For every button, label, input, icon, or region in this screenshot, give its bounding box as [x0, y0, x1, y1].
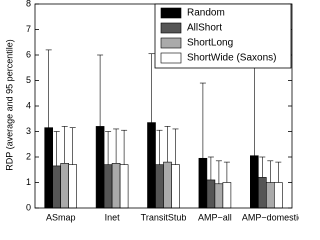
bar	[222, 182, 232, 209]
y-tick-label: 7	[26, 24, 31, 34]
y-tick-label: 8	[26, 0, 31, 8]
bar	[214, 183, 224, 209]
bar	[163, 161, 172, 209]
y-axis-label: RDP (average and 95 percentile)	[4, 39, 14, 170]
bar	[95, 126, 105, 209]
bar	[257, 177, 267, 209]
legend-swatch	[160, 37, 182, 49]
bar	[60, 163, 70, 209]
x-tick-label: AMP−all	[198, 212, 232, 222]
bar	[250, 155, 259, 209]
bar	[206, 179, 216, 209]
bar	[44, 127, 54, 209]
bar	[103, 164, 113, 209]
y-tick-label: 0	[26, 202, 31, 212]
bar	[273, 182, 283, 209]
legend-label: ShortWide (Saxons)	[187, 53, 276, 64]
y-tick-label: 5	[26, 75, 31, 85]
bar	[52, 165, 62, 209]
y-tick-label: 1	[26, 177, 31, 187]
x-tick-label: Inet	[105, 212, 121, 222]
bar	[155, 164, 164, 209]
bar	[198, 157, 208, 209]
bar	[111, 163, 121, 209]
y-tick-label: 4	[26, 100, 31, 110]
y-tick-label: 2	[26, 151, 31, 161]
legend-swatch	[160, 22, 182, 34]
legend-swatch	[160, 52, 182, 64]
x-tick-label: ASmap	[46, 212, 76, 222]
bar	[265, 182, 275, 209]
legend-label: AllShort	[187, 23, 222, 34]
legend: Random AllShort ShortLong ShortWide (Saxons…	[154, 3, 292, 69]
bar	[68, 164, 77, 209]
bar	[119, 164, 129, 209]
y-tick-label: 3	[26, 126, 31, 136]
y-tick-label: 6	[26, 49, 31, 59]
bar	[171, 164, 180, 209]
chart: RDP (average and 95 percentile) 0 1 2 3 4 5 6 7…	[4, 0, 299, 222]
bar	[147, 122, 156, 209]
legend-label: Random	[187, 8, 225, 19]
x-tick-label: AMP−domestic	[242, 212, 299, 222]
x-tick-label: TransitStub	[141, 212, 187, 222]
legend-label: ShortLong	[187, 38, 233, 49]
legend-swatch	[160, 7, 182, 19]
